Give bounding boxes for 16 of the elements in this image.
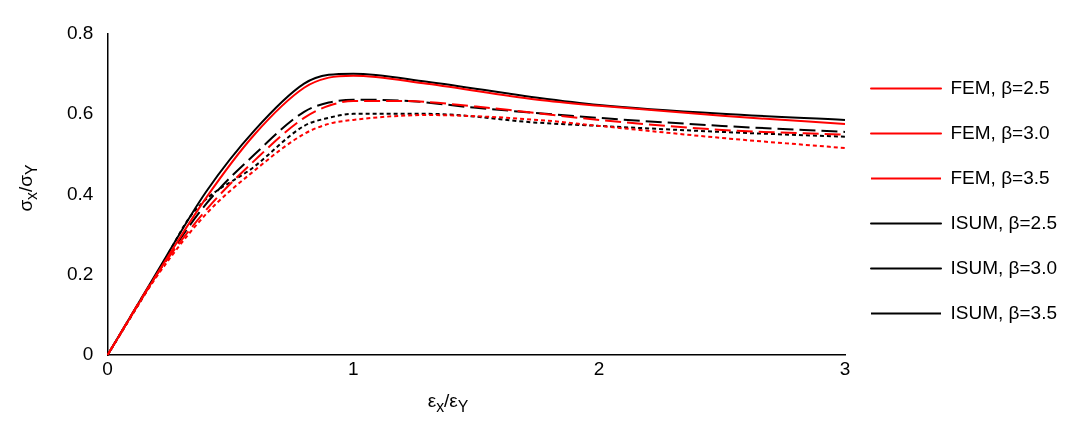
x-tick-label: 2 [593,357,605,379]
x-tick-label: 1 [347,357,359,379]
legend-label: ISUM, β=3.0 [950,256,1058,278]
x-tick-label: 0 [102,357,113,379]
legend-label: FEM, β=3.5 [950,166,1050,188]
legend-label: FEM, β=2.5 [950,76,1050,98]
y-tick-label: 0.6 [66,102,94,124]
legend-label: ISUM, β=3.5 [950,301,1058,323]
y-tick-label: 0 [82,343,94,365]
legend-label: FEM, β=3.0 [950,121,1050,143]
y-tick-label: 0.2 [66,262,94,284]
legend-label: ISUM, β=2.5 [950,211,1058,233]
y-tick-label: 0.8 [66,21,94,43]
x-tick-label: 3 [839,357,851,379]
x-axis-title: ε$_{x}$/ε$_{Y}$ [427,390,469,416]
y-tick-label: 0.4 [66,182,94,204]
